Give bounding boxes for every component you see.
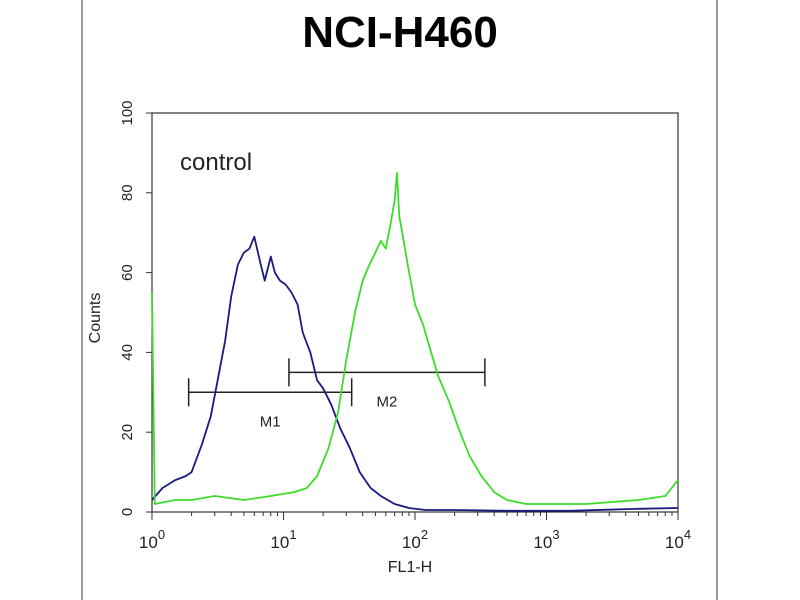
x-tick-label: 103 (533, 527, 559, 552)
gate-m1-label: M1 (260, 413, 281, 430)
x-tick-label: 100 (139, 527, 165, 552)
y-tick-label: 60 (119, 264, 136, 281)
y-tick-label: 20 (119, 424, 136, 441)
annotation-label: control (180, 149, 252, 176)
y-tick-label: 100 (119, 100, 136, 125)
x-tick-label: 101 (270, 527, 296, 552)
gate-m2-label: M2 (376, 393, 397, 410)
x-tick-label: 102 (402, 527, 428, 552)
y-tick-label: 40 (119, 344, 136, 361)
y-tick-label: 80 (119, 184, 136, 201)
y-axis-label: Counts (87, 293, 104, 344)
histogram-series-1 (151, 235, 679, 512)
chart-title: NCI-H460 (302, 8, 498, 57)
x-axis-label: FL1-H (388, 559, 432, 576)
x-tick-label: 104 (665, 527, 691, 552)
histogram-series-2 (151, 172, 679, 505)
y-tick-label: 0 (119, 508, 136, 516)
